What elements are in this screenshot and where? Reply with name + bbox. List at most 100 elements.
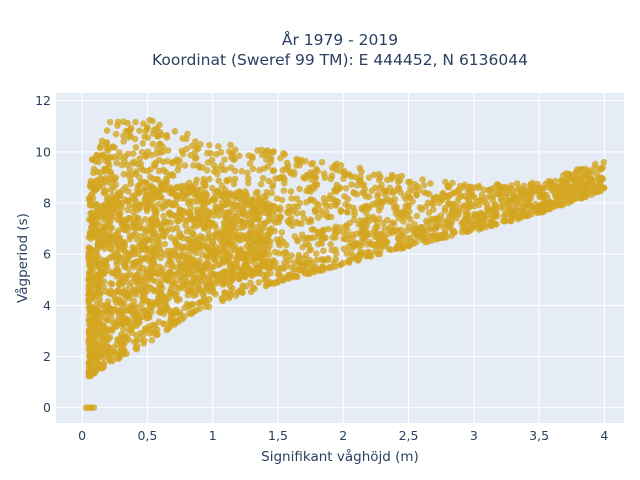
data-point [226, 251, 234, 258]
data-point [149, 229, 156, 237]
data-point [174, 234, 182, 241]
data-point [135, 304, 142, 312]
data-point [361, 219, 369, 227]
data-point [340, 245, 348, 253]
data-point [280, 187, 288, 194]
data-point [116, 149, 123, 156]
data-point [114, 247, 122, 255]
data-point [193, 245, 200, 252]
data-point [112, 181, 120, 188]
data-point [448, 219, 456, 226]
data-point [153, 326, 161, 333]
data-point [332, 250, 340, 257]
data-point [102, 166, 110, 173]
data-point [119, 187, 126, 194]
data-point [124, 150, 132, 158]
data-point [463, 211, 470, 218]
data-point [428, 237, 435, 244]
data-point [87, 264, 95, 272]
data-point [190, 162, 197, 169]
data-point [191, 155, 199, 162]
data-point [327, 241, 335, 248]
data-point [447, 201, 454, 209]
data-point [136, 259, 144, 266]
x-tick-label: 3,5 [529, 428, 549, 443]
data-point [214, 261, 222, 269]
data-point [140, 178, 147, 186]
data-point [409, 198, 416, 205]
data-point [187, 238, 194, 245]
data-point [109, 192, 116, 199]
data-point [172, 184, 180, 192]
data-point [143, 288, 151, 295]
data-point [186, 310, 193, 317]
data-point [230, 156, 237, 163]
data-point [209, 280, 216, 287]
data-point [446, 212, 453, 220]
data-point [294, 237, 301, 245]
data-point [178, 243, 186, 250]
data-point [102, 140, 110, 147]
data-point [103, 213, 110, 221]
data-point [529, 179, 536, 187]
data-point [131, 135, 139, 143]
data-point [132, 118, 139, 126]
data-point [343, 222, 350, 229]
data-point [413, 191, 421, 199]
data-point [248, 199, 255, 206]
data-point [419, 176, 426, 183]
data-point [228, 216, 235, 223]
data-point [101, 308, 109, 316]
x-axis-title: Signifikant våghöjd (m) [261, 448, 419, 465]
data-point [285, 274, 293, 282]
data-point [416, 233, 423, 240]
data-point [230, 180, 238, 188]
data-point [160, 212, 167, 220]
data-point [527, 186, 534, 193]
data-point [300, 214, 308, 222]
data-point [313, 265, 321, 273]
data-point [114, 308, 121, 315]
data-point [100, 335, 107, 343]
data-point [309, 159, 317, 167]
data-point [185, 287, 192, 295]
data-point [533, 209, 541, 216]
data-point [93, 253, 100, 261]
data-point [97, 273, 104, 281]
data-point [150, 240, 157, 248]
data-point [109, 253, 117, 261]
data-point [436, 234, 444, 241]
data-point [358, 168, 365, 175]
data-point [123, 315, 130, 323]
data-point [502, 217, 509, 225]
data-point [600, 159, 608, 166]
data-point [420, 182, 428, 189]
data-point [361, 232, 368, 240]
data-point [90, 404, 98, 412]
data-point [236, 152, 243, 160]
data-point [259, 151, 266, 159]
data-point [159, 293, 167, 301]
data-point [475, 184, 482, 192]
data-point [200, 175, 207, 183]
data-point [318, 159, 326, 166]
data-point [159, 226, 166, 234]
data-point [109, 352, 117, 359]
y-tick-label: 2 [43, 349, 51, 364]
data-point [305, 241, 313, 249]
data-point [367, 252, 374, 259]
data-point [124, 171, 132, 178]
data-point [112, 241, 120, 248]
data-point [287, 188, 295, 195]
data-point [459, 224, 467, 231]
data-point [413, 212, 421, 220]
data-point [330, 259, 338, 267]
data-point [203, 263, 210, 271]
data-point [221, 289, 229, 296]
data-point [142, 216, 149, 223]
data-point [125, 133, 132, 141]
data-point [166, 323, 174, 330]
data-point [136, 127, 143, 134]
data-point [244, 179, 252, 187]
data-point [295, 220, 302, 227]
